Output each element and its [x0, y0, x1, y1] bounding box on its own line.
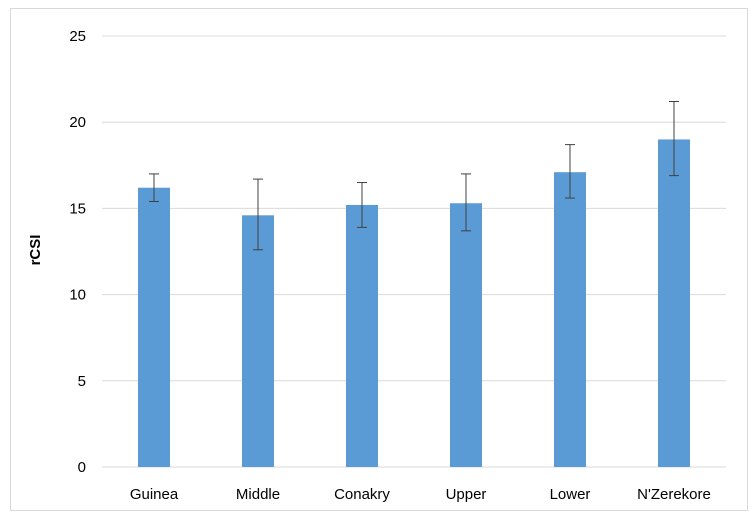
- error-bar: [461, 173, 471, 232]
- bar-upper: [450, 203, 482, 467]
- x-tick-label: N'Zerekore: [637, 486, 711, 503]
- y-axis-label: rCSI: [27, 235, 44, 266]
- bar-lower: [554, 172, 586, 468]
- error-bars: [149, 101, 679, 251]
- y-tick-label: 25: [69, 28, 86, 45]
- gridlines: [102, 35, 726, 468]
- x-tick-label: Lower: [550, 486, 591, 503]
- y-axis-ticks: 0 5 10 15 20 25: [69, 28, 86, 476]
- x-tick-label: Upper: [446, 486, 487, 503]
- error-bar: [253, 178, 263, 251]
- error-bar: [565, 144, 575, 199]
- x-tick-label: Guinea: [130, 486, 179, 503]
- error-bar: [669, 101, 679, 177]
- x-axis-ticks: Guinea Middle Conakry Upper Lower N'Zerekore: [130, 486, 711, 503]
- bar-guinea: [138, 187, 170, 467]
- bar-conakry: [346, 204, 378, 467]
- y-tick-label: 10: [69, 287, 86, 304]
- bar-n-zerekore: [658, 139, 690, 467]
- error-bar: [149, 173, 159, 203]
- y-tick-label: 5: [78, 373, 86, 390]
- y-tick-label: 20: [69, 114, 86, 131]
- error-bar: [357, 182, 367, 228]
- chart-frame: [10, 8, 748, 511]
- y-tick-label: 0: [78, 459, 86, 476]
- y-tick-label: 15: [69, 200, 86, 217]
- bar-middle: [242, 215, 274, 467]
- x-tick-label: Conakry: [334, 486, 390, 503]
- x-tick-label: Middle: [236, 486, 280, 503]
- bars: [138, 139, 690, 468]
